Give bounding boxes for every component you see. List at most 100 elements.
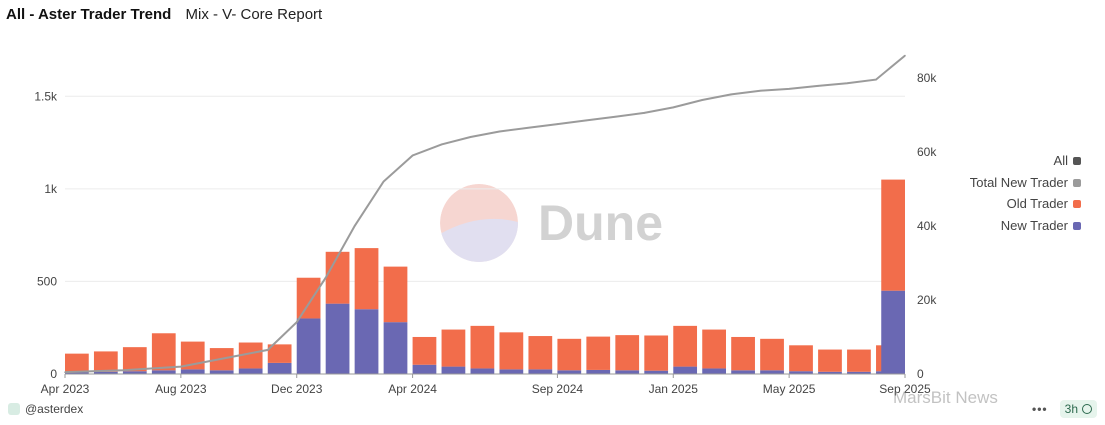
bar-old-trader bbox=[760, 338, 784, 371]
bar-new-trader bbox=[325, 303, 350, 374]
bar-old-trader bbox=[673, 325, 698, 367]
refresh-badge[interactable]: 3h bbox=[1059, 400, 1097, 418]
bar-old-trader bbox=[731, 336, 755, 371]
bar-old-trader bbox=[441, 329, 466, 367]
bar-old-trader bbox=[122, 347, 147, 372]
bar-new-trader bbox=[151, 370, 176, 374]
total-new-trader-point bbox=[237, 354, 240, 357]
bar-old-trader bbox=[325, 251, 350, 304]
avatar bbox=[8, 403, 20, 415]
bar-old-trader bbox=[470, 325, 495, 369]
bar-old-trader bbox=[644, 335, 669, 371]
x-tick-label: Sep 2024 bbox=[532, 382, 584, 396]
bar-old-trader bbox=[557, 338, 582, 371]
total-new-trader-path bbox=[64, 54, 906, 374]
legend-item-new-trader[interactable]: New Trader bbox=[970, 215, 1081, 237]
total-new-trader-point bbox=[498, 130, 501, 133]
bar-new-trader bbox=[412, 364, 437, 374]
legend-swatch-total-new-trader bbox=[1073, 178, 1081, 187]
more-options-icon[interactable]: ••• bbox=[1032, 402, 1048, 416]
bar-new-trader bbox=[499, 369, 524, 374]
total-new-trader-point bbox=[701, 99, 704, 101]
legend-label-all: All bbox=[1053, 153, 1068, 168]
chart-title: All - Aster Trader Trend bbox=[6, 6, 172, 23]
y-right-tick-label: 80k bbox=[917, 71, 937, 85]
legend-label-old-trader: Old Trader bbox=[1006, 196, 1068, 211]
bar-old-trader bbox=[93, 351, 118, 372]
bar-old-trader bbox=[702, 329, 726, 369]
total-new-trader-point bbox=[527, 126, 530, 129]
bar-old-trader bbox=[151, 333, 176, 371]
y-left-tick-label: 500 bbox=[37, 274, 57, 288]
bar-old-trader bbox=[354, 248, 379, 310]
bar-old-trader bbox=[586, 336, 611, 370]
corner-watermark: MarsBit News bbox=[893, 388, 998, 407]
chart-subtitle: Mix - V- Core Report bbox=[185, 6, 323, 23]
y-left-tick-label: 0 bbox=[50, 367, 57, 381]
x-tick-label: Jan 2025 bbox=[649, 382, 699, 396]
bar-old-trader bbox=[412, 336, 437, 365]
y-right-tick-label: 20k bbox=[917, 293, 937, 307]
bar-new-trader bbox=[65, 372, 89, 374]
bar-new-trader bbox=[238, 368, 263, 374]
total-new-trader-point bbox=[556, 123, 559, 125]
total-new-trader-point bbox=[411, 154, 414, 157]
bar-old-trader bbox=[383, 266, 408, 323]
bars bbox=[65, 179, 905, 374]
total-new-trader-point bbox=[64, 371, 66, 373]
total-new-trader-point bbox=[180, 365, 182, 368]
legend-item-all[interactable]: All bbox=[970, 150, 1081, 172]
axes: 0 500 1k 1.5k 0 20k 40k 60k 80k Apr 2023 Aug 2023 D… bbox=[34, 71, 937, 396]
bar-old-trader bbox=[65, 353, 89, 373]
bar-old-trader bbox=[238, 342, 263, 369]
total-new-trader-point bbox=[266, 349, 269, 351]
total-new-trader-line bbox=[64, 54, 906, 374]
legend-swatch-new-trader bbox=[1073, 221, 1081, 230]
bar-old-trader bbox=[615, 335, 640, 371]
bar-new-trader bbox=[789, 371, 813, 374]
chart-legend: All Total New Trader Old Trader New Trad… bbox=[970, 150, 1081, 236]
total-new-trader-point bbox=[817, 85, 819, 87]
bar-new-trader bbox=[673, 366, 698, 374]
refresh-age: 3h bbox=[1064, 402, 1078, 416]
total-new-trader-point bbox=[672, 106, 675, 109]
total-new-trader-point bbox=[730, 93, 733, 96]
total-new-trader-point bbox=[846, 82, 848, 85]
bar-old-trader bbox=[847, 349, 871, 372]
bar-new-trader bbox=[557, 370, 582, 374]
bar-new-trader bbox=[93, 371, 118, 374]
bar-old-trader bbox=[499, 332, 524, 370]
bar-new-trader bbox=[354, 309, 379, 374]
x-tick-label: Dec 2023 bbox=[271, 382, 323, 396]
legend-label-total-new-trader: Total New Trader bbox=[969, 174, 1068, 190]
bar-old-trader bbox=[818, 349, 842, 372]
legend-item-total-new-trader[interactable]: Total New Trader bbox=[970, 172, 1081, 194]
total-new-trader-point bbox=[643, 112, 646, 114]
legend-swatch-all bbox=[1073, 157, 1081, 165]
bar-old-trader bbox=[789, 345, 813, 372]
total-new-trader-point bbox=[788, 88, 790, 90]
bar-new-trader bbox=[267, 362, 292, 374]
bar-new-trader bbox=[586, 369, 611, 374]
author-credit[interactable]: @asterdex bbox=[8, 402, 83, 416]
chart-header: All - Aster Trader Trend Mix - V- Core R… bbox=[6, 6, 322, 23]
total-new-trader-point bbox=[295, 321, 298, 323]
legend-item-old-trader[interactable]: Old Trader bbox=[970, 193, 1081, 215]
total-new-trader-point bbox=[585, 119, 588, 122]
y-left-tick-label: 1k bbox=[44, 182, 58, 196]
author-handle: @asterdex bbox=[25, 402, 84, 416]
bar-new-trader bbox=[818, 371, 842, 374]
bar-new-trader bbox=[180, 369, 205, 374]
legend-swatch-old-trader bbox=[1073, 200, 1081, 208]
total-new-trader-point bbox=[440, 143, 443, 146]
y-right-tick-label: 40k bbox=[917, 219, 937, 233]
bar-new-trader bbox=[615, 370, 640, 374]
bar-new-trader bbox=[847, 371, 871, 374]
bar-old-trader bbox=[296, 277, 321, 319]
total-new-trader-point bbox=[382, 180, 385, 183]
bar-new-trader bbox=[122, 371, 147, 374]
total-new-trader-point bbox=[122, 369, 124, 372]
total-new-trader-point bbox=[353, 225, 356, 227]
legend-label-new-trader: New Trader bbox=[1000, 217, 1068, 233]
